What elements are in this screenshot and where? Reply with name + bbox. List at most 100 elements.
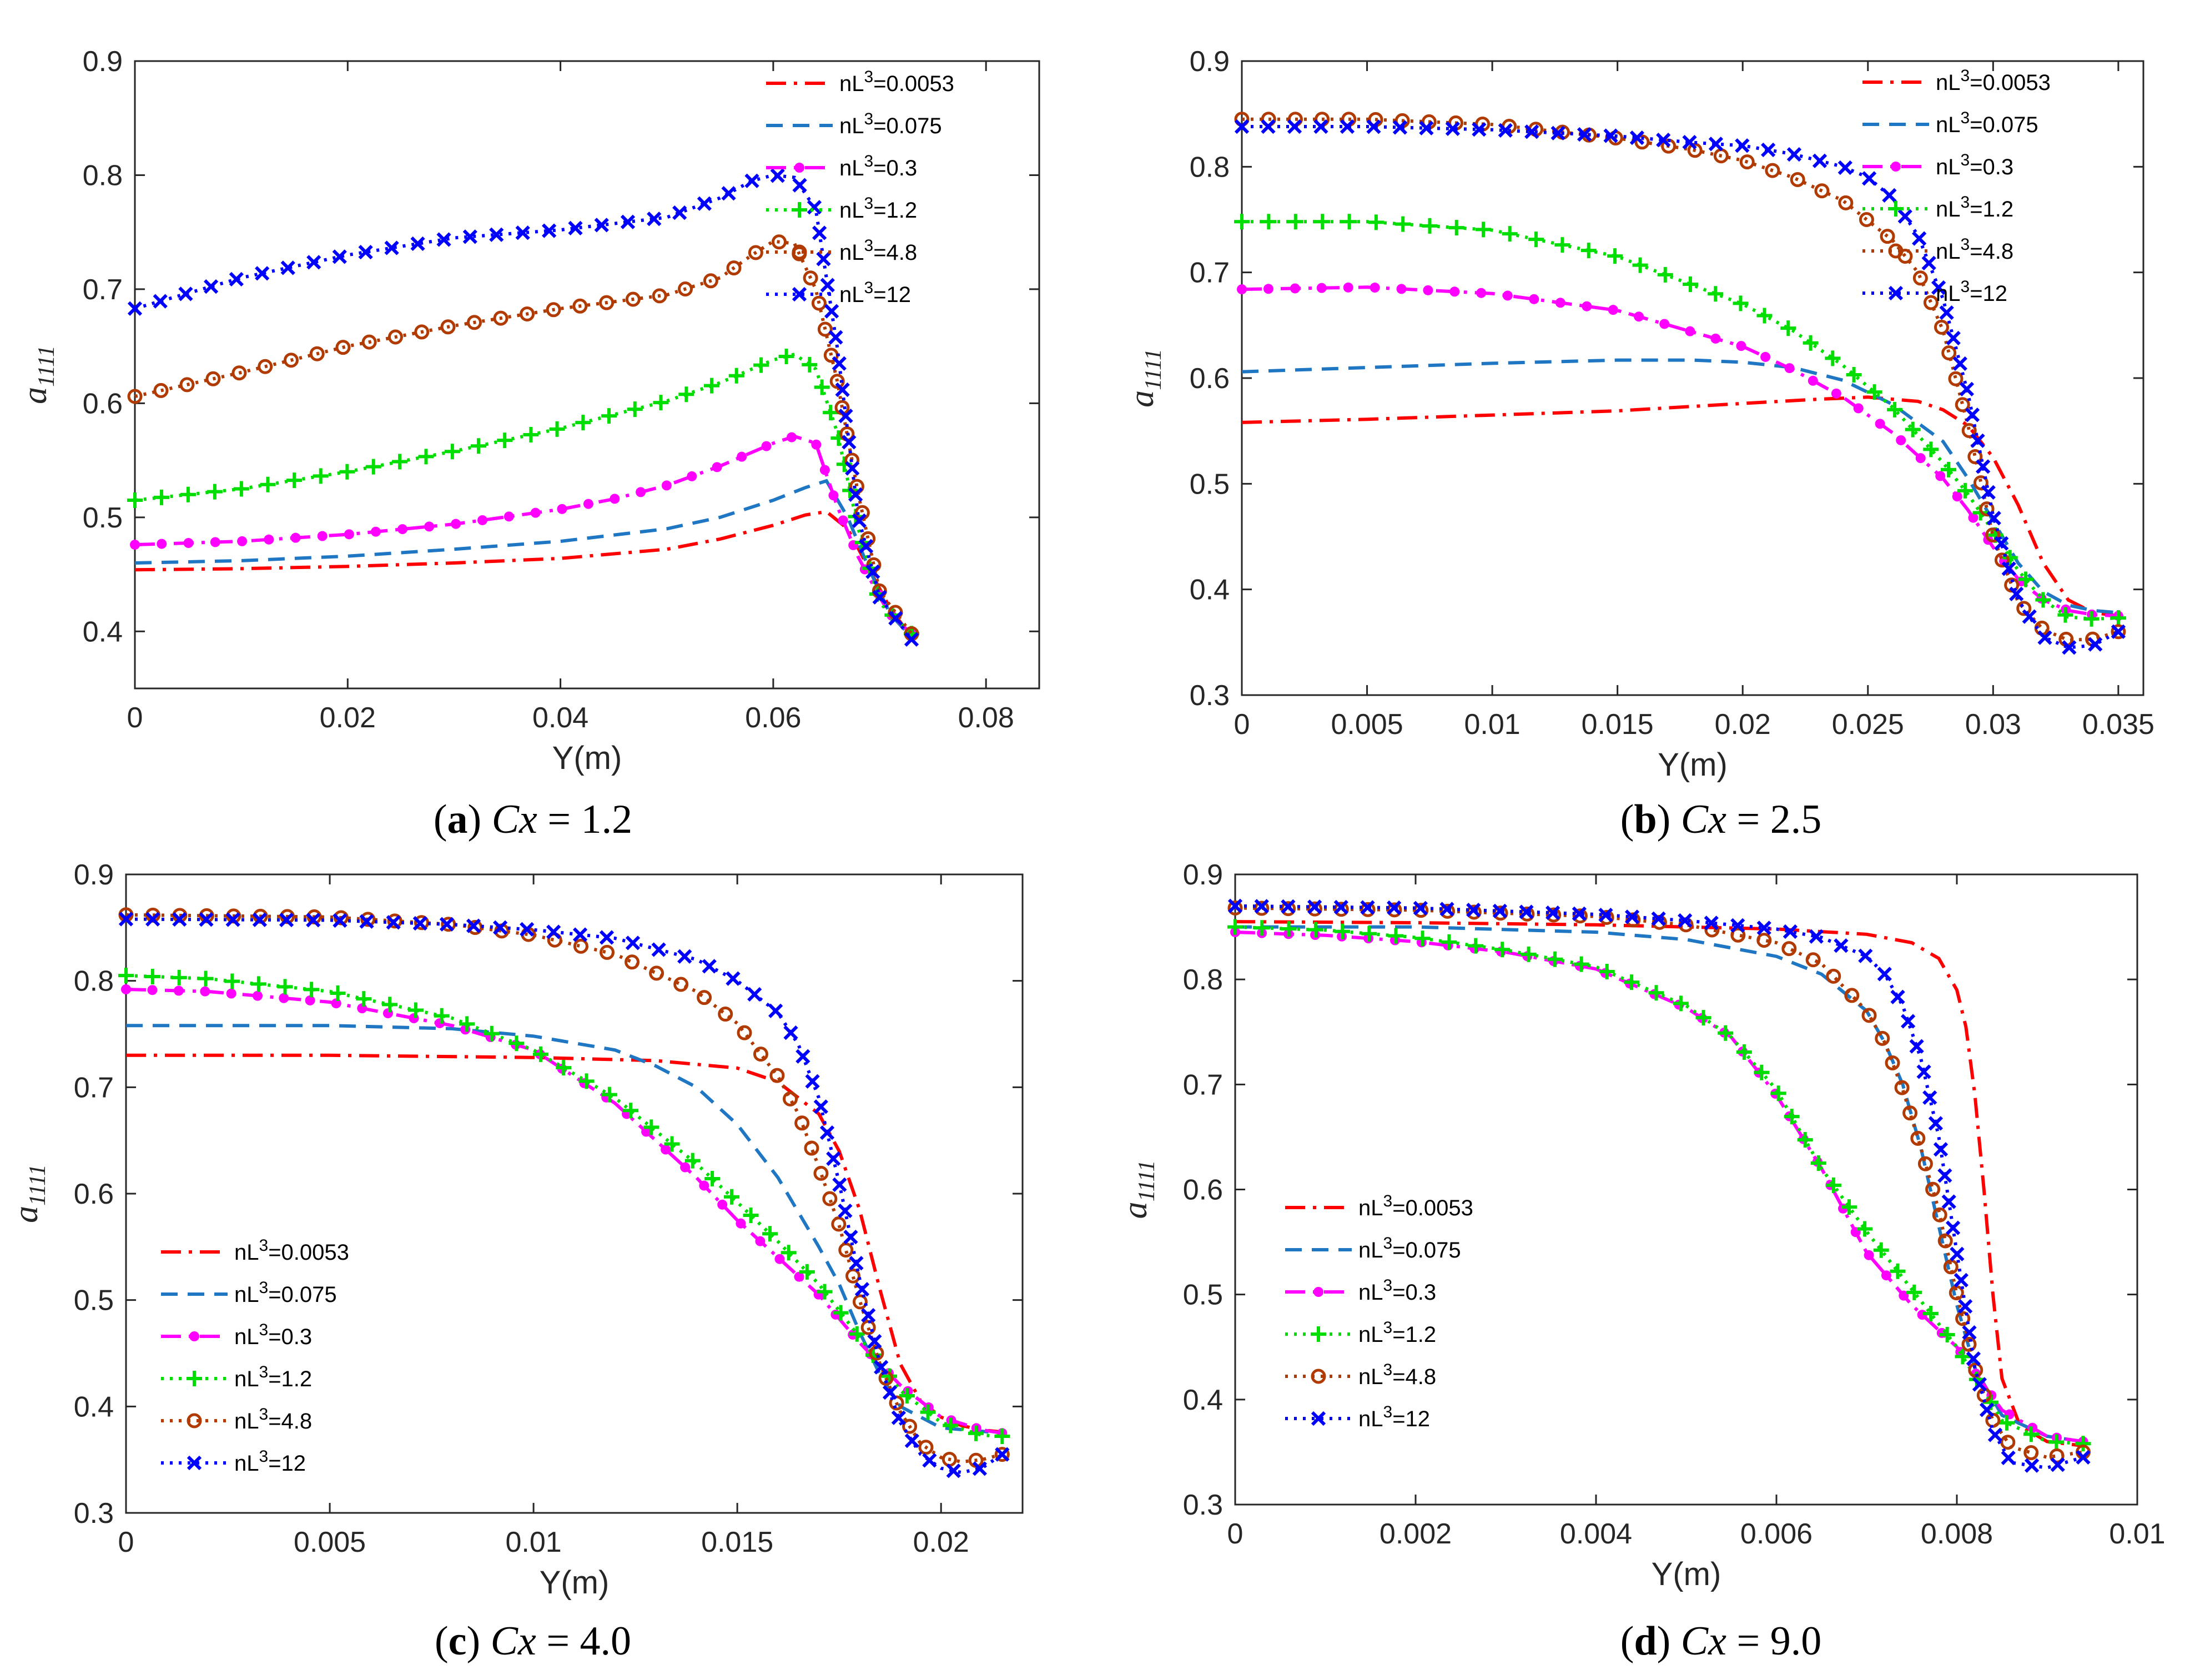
legend-label: nL3=1.2 <box>1358 1319 1436 1347</box>
series-4-point-26 <box>1887 401 1903 418</box>
series-3-point-9 <box>370 526 381 537</box>
series-3-point-4 <box>226 988 236 999</box>
series-6-point-30 <box>819 1125 835 1140</box>
y-tick-label: 0.7 <box>74 1072 114 1104</box>
series-5-point-13 <box>1572 908 1588 924</box>
series-6-point-26 <box>1890 989 1905 1004</box>
series-4-point-7 <box>304 982 320 998</box>
series-6-point-42 <box>872 590 887 605</box>
x-tick-label: 0.02 <box>320 702 376 734</box>
y-tick-label: 0.6 <box>74 1178 114 1210</box>
series-3-point-9 <box>1476 288 1487 298</box>
series-4-point-33 <box>2002 550 2018 566</box>
y-tick-label: 0.6 <box>1190 363 1230 395</box>
series-6-point-13 <box>1577 127 1592 142</box>
series-4-point-21 <box>678 386 694 403</box>
series-4-point-16 <box>1648 985 1664 1001</box>
series-6-point-0 <box>1234 119 1250 134</box>
x-tick-label: 0.005 <box>1331 708 1403 741</box>
series-6-point-17 <box>568 220 583 236</box>
series-6-point-5 <box>1366 119 1381 134</box>
series-6-point-6 <box>1387 900 1402 916</box>
series-4-point-9 <box>1476 222 1492 238</box>
series-5-point-21 <box>673 977 689 992</box>
chart-panel-a: 0 0.02 0.04 0.06 0.08 0.4 0.5 0.6 0.7 0.8 0.9 Y(m) a… <box>16 46 1040 842</box>
legend-marker-5-point-0 <box>1888 243 1904 259</box>
series-3-point-6 <box>279 993 289 1003</box>
series-3-point-6 <box>290 532 301 543</box>
series-3-point-22 <box>712 462 722 472</box>
series-4-point-1 <box>144 968 160 984</box>
series-6-point-17 <box>1678 913 1693 928</box>
legend-label: nL3=0.075 <box>839 110 942 138</box>
series-6-point-37 <box>845 461 860 476</box>
series-4-point-20 <box>1736 1044 1752 1060</box>
series-6-point-44 <box>2001 1450 2016 1466</box>
series-5-point-19 <box>625 291 641 307</box>
series-4-point-22 <box>1770 1085 1786 1101</box>
series-3-point-5 <box>252 990 263 1001</box>
series-6-point-39 <box>1962 1325 1977 1340</box>
chart-panel-d: 0 0.002 0.004 0.006 0.008 0.01 0.3 0.4 0.5 0.6 0.7… <box>1116 859 2166 1664</box>
series-5-point-33 <box>1932 1207 1947 1223</box>
series-4-point-24 <box>1797 1132 1813 1148</box>
series-4-point-10 <box>392 454 408 470</box>
series-5-point-3 <box>205 371 221 386</box>
series-3-point-1 <box>157 539 167 549</box>
series-6-point-11 <box>1524 124 1539 139</box>
series-6-point-7 <box>1419 120 1434 135</box>
series-5-point-31 <box>822 1191 838 1206</box>
series-4-point-38 <box>2023 1426 2039 1442</box>
series-5-point-20 <box>1765 163 1780 178</box>
series-4 <box>1234 214 2126 627</box>
series-6-point-31 <box>1946 330 1961 346</box>
series-6-point-4 <box>229 271 244 287</box>
series-3-point-9 <box>357 1003 367 1014</box>
series-4-point-23 <box>1825 350 1841 366</box>
series-6-point-41 <box>891 1410 906 1425</box>
series-4-point-11 <box>418 449 434 465</box>
x-tick-label: 0 <box>127 702 143 734</box>
series-6-point-10 <box>386 915 401 930</box>
series-4-point-6 <box>277 979 293 995</box>
series-5-point-10 <box>387 329 403 345</box>
series-3-point-6 <box>1396 284 1407 294</box>
series-6-point-19 <box>625 935 641 950</box>
series-3-point-1 <box>147 985 158 995</box>
series-4-point-10 <box>1502 226 1518 242</box>
series-6-point-40 <box>858 539 874 554</box>
legend-marker-3-point-0 <box>1313 1287 1323 1297</box>
series-5-point-44 <box>2111 624 2126 640</box>
series-4-point-12 <box>434 1008 450 1024</box>
series-5-point-26 <box>1875 1030 1890 1046</box>
series-5-point-24 <box>1859 212 1874 227</box>
y-axis-label: a1111 <box>7 1164 51 1223</box>
series-5-point-34 <box>1967 449 1983 465</box>
series-3-point-28 <box>828 490 839 501</box>
series-5-point-23 <box>726 260 742 276</box>
series-3-point-13 <box>477 515 488 525</box>
series-5-point-32 <box>1925 1181 1941 1197</box>
x-tick-label: 0.01 <box>2109 1518 2165 1550</box>
legend-label: nL3=0.3 <box>1936 151 2013 179</box>
series-6-point-32 <box>832 1177 847 1193</box>
series-6-point-45 <box>2024 1458 2040 1473</box>
series-4-point-40 <box>2075 1436 2091 1452</box>
series-4-point-4 <box>1335 923 1351 939</box>
series-4-point-22 <box>664 1136 680 1152</box>
series-3-point-19 <box>636 487 646 497</box>
series-6-point-9 <box>1472 122 1487 137</box>
series-6-point-11 <box>1519 904 1534 919</box>
series-4-point-19 <box>1718 1025 1734 1041</box>
series-5-point-17 <box>572 298 588 314</box>
series-5-point-11 <box>414 915 429 930</box>
series-6-point-6 <box>280 260 295 275</box>
series-6-point-40 <box>882 1385 898 1400</box>
series-4-point-19 <box>601 1087 617 1103</box>
series-5-point-43 <box>2023 1445 2039 1461</box>
legend-label: nL3=0.075 <box>1936 109 2038 137</box>
series-5-point-35 <box>852 1294 868 1310</box>
plot-area <box>125 873 1024 1514</box>
series-6-point-9 <box>359 914 374 929</box>
